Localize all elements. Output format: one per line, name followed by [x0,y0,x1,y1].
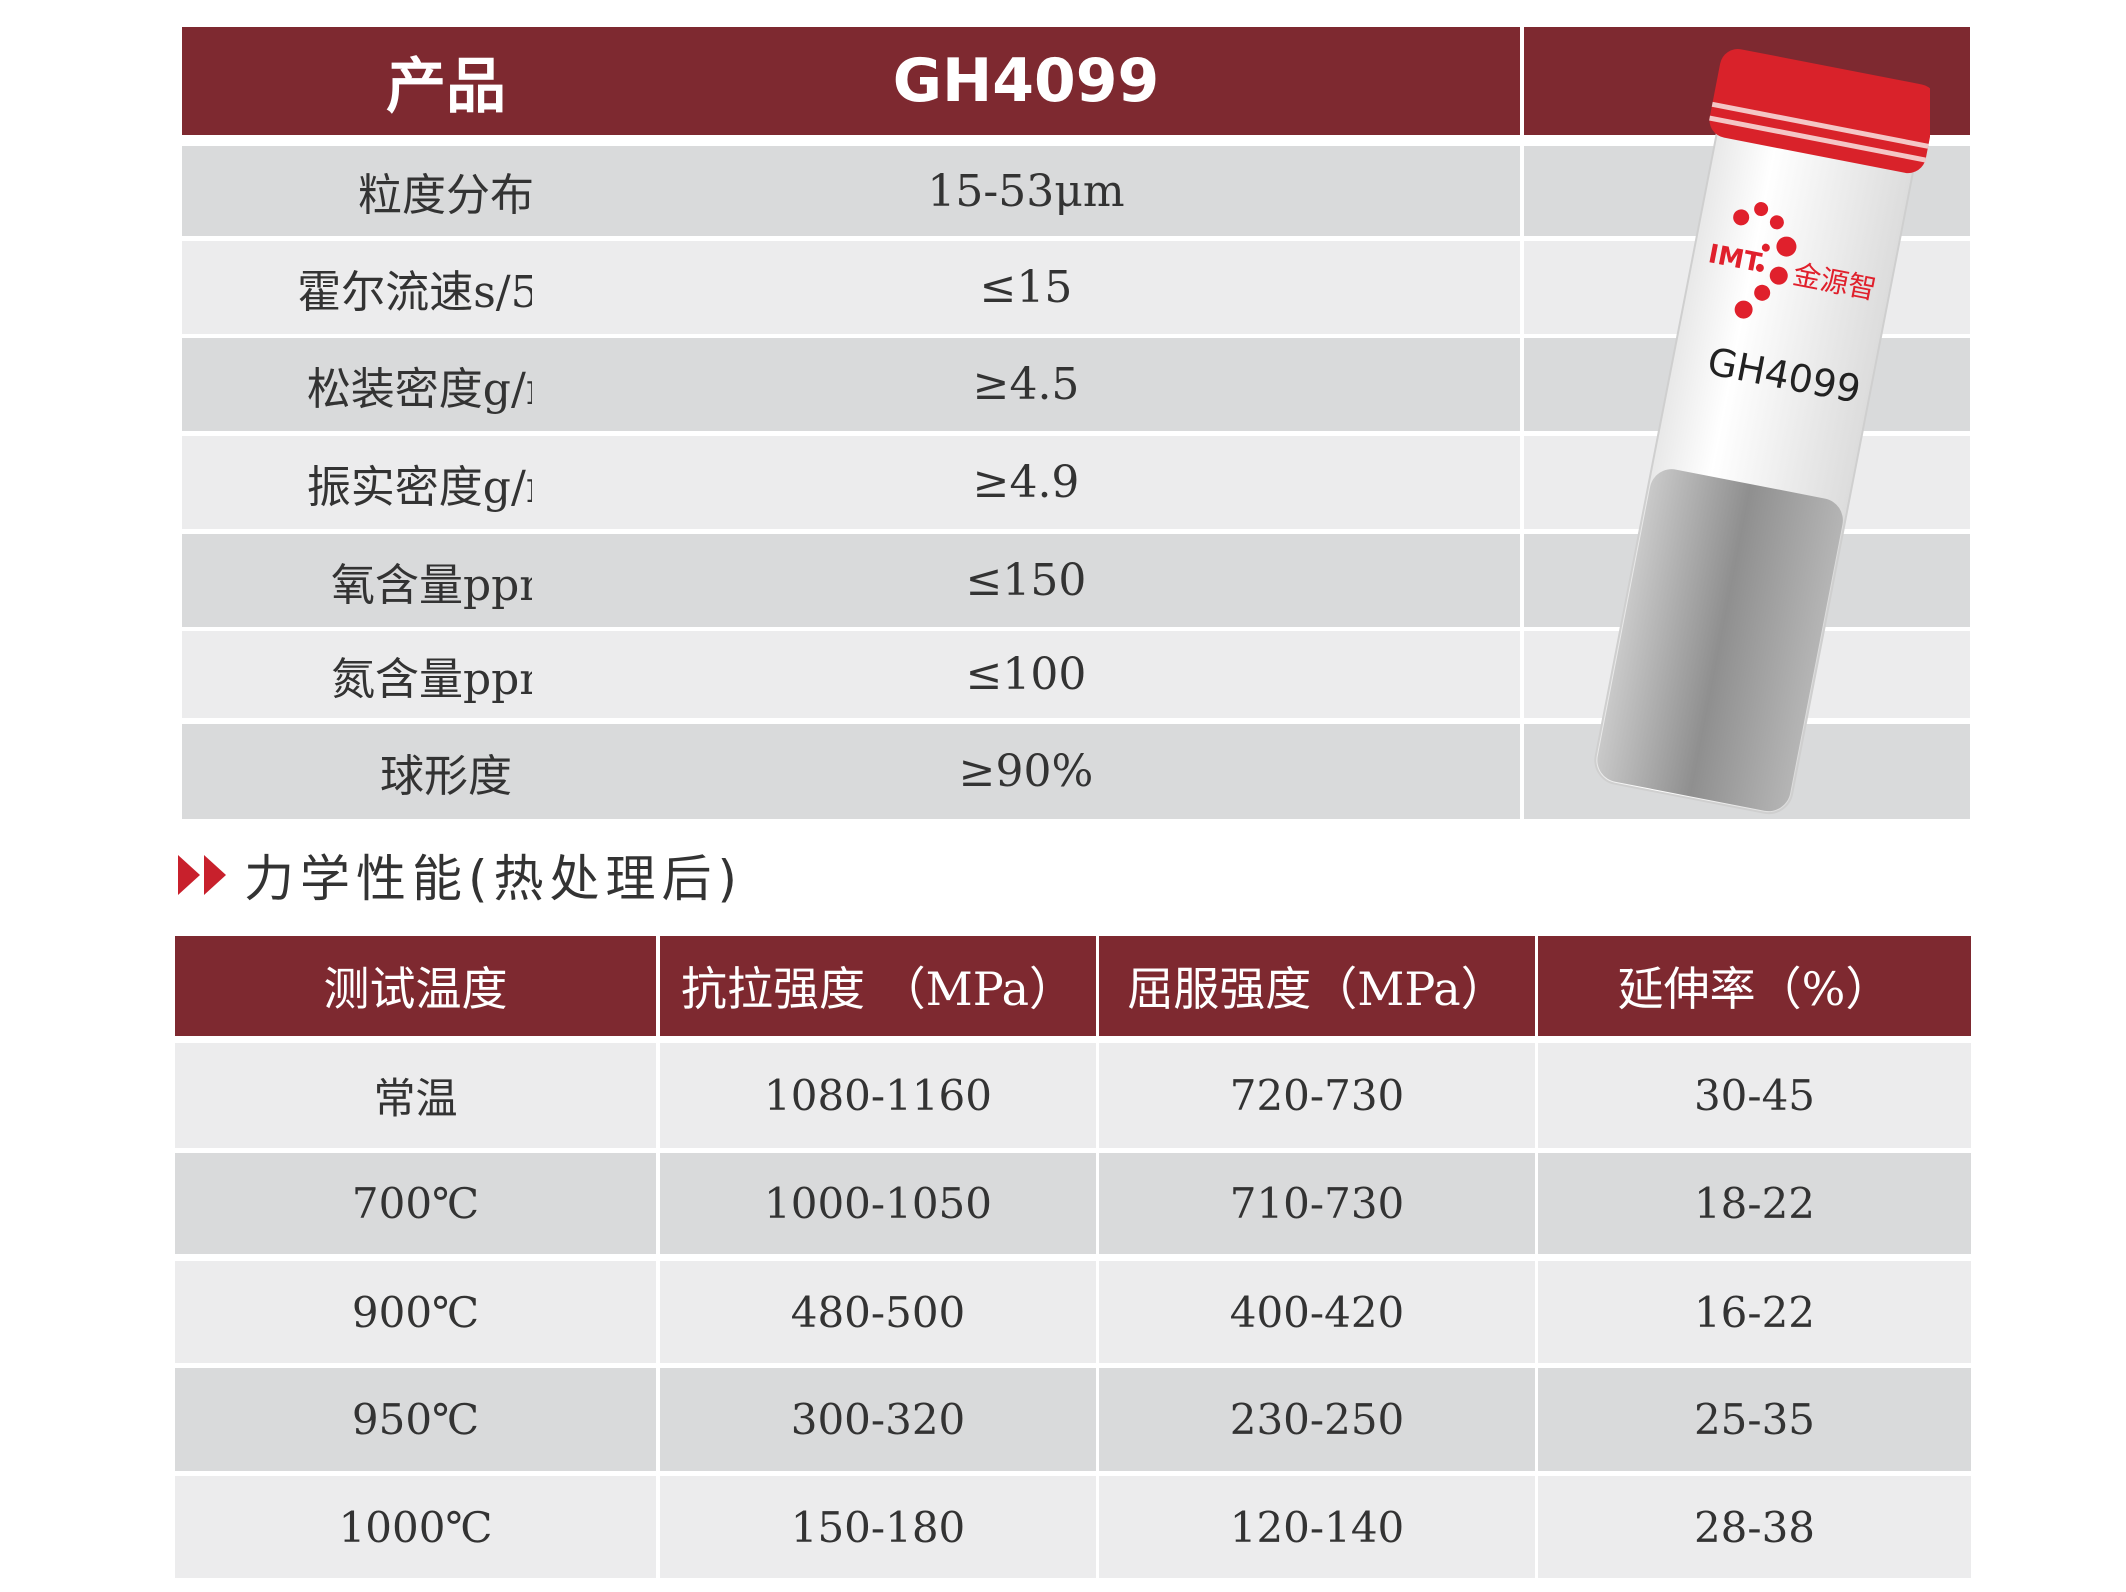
table-cell: 1000-1050 [660,1153,1096,1254]
table-cell: 720-730 [1099,1043,1535,1148]
table-cell: 480-500 [660,1261,1096,1363]
property-label-text: 粒度分布 [358,170,534,221]
table-cell-text: 710-730 [1229,1179,1405,1228]
table-cell-text: 950℃ [351,1395,480,1444]
table-cell: 230-250 [1099,1368,1535,1471]
property-label-text: 氮含量ppm [330,653,562,705]
table-cell-text: 25-35 [1693,1395,1816,1444]
column-header-text: 延伸率（%） [1617,962,1892,1016]
table-cell-text: 400-420 [1229,1287,1405,1337]
column-header-text: 抗拉强度 （MPa） [680,962,1076,1016]
column-header: 抗拉强度 （MPa） [660,936,1096,1036]
double-arrow-icon [178,855,226,895]
table-cell-text: 150-180 [790,1502,966,1552]
property-value-text: ≥90% [958,746,1094,797]
section-title: 力学性能(热处理后) [244,850,744,908]
table-cell: 700℃ [175,1153,656,1254]
table-cell: 1080-1160 [660,1043,1096,1148]
table-cell: 1000℃ [175,1476,656,1578]
table-cell: 16-22 [1538,1261,1971,1363]
table-cell-text: 30-45 [1693,1071,1816,1120]
table-cell-text: 720-730 [1229,1071,1405,1120]
section-heading: 力学性能(热处理后) [178,840,743,910]
property-value: 15-53μm [532,146,1520,236]
table-cell: 30-45 [1538,1043,1971,1148]
table-cell: 28-38 [1538,1476,1971,1578]
table-cell: 120-140 [1099,1476,1535,1578]
property-label: 振实密度g/m³ [182,436,710,529]
table-cell-text: 300-320 [790,1395,966,1444]
table-cell-text: 1080-1160 [764,1071,992,1120]
table-cell: 150-180 [660,1476,1096,1578]
property-value-text: ≤100 [965,649,1087,700]
table-cell: 900℃ [175,1261,656,1363]
header-product-value: GH4099 [532,27,1520,135]
property-value-text: 15-53μm [927,165,1125,217]
table-cell-text: 700℃ [351,1179,480,1228]
table-cell-text: 1000-1050 [764,1179,992,1228]
property-value: ≤15 [532,241,1520,334]
product-bottle-image: IMT 金源智 GH4099 [1590,45,1937,825]
column-header: 测试温度 [175,936,656,1036]
table-cell: 25-35 [1538,1368,1971,1471]
property-label-text: 球形度 [380,750,512,802]
property-value: ≥90% [532,724,1520,819]
table-cell-text: 常温 [373,1074,458,1123]
property-value-text: ≥4.5 [972,359,1080,410]
column-header: 屈服强度（MPa） [1099,936,1535,1036]
property-value: ≥4.9 [532,436,1520,529]
header-product-label-text: 产品 [386,51,506,122]
table-cell-text: 230-250 [1229,1395,1405,1444]
table-cell-text: 120-140 [1229,1502,1405,1552]
header-product-value-text: GH4099 [892,46,1160,116]
table-cell-text: 480-500 [790,1287,966,1337]
table-cell: 400-420 [1099,1261,1535,1363]
property-value: ≤150 [532,534,1520,627]
table-cell-text: 1000℃ [338,1502,493,1552]
column-header-text: 屈服强度（MPa） [1127,962,1507,1016]
table-cell: 950℃ [175,1368,656,1471]
property-value-text: ≤150 [965,555,1087,606]
table-cell: 300-320 [660,1368,1096,1471]
table-cell-text: 16-22 [1693,1287,1816,1337]
table-cell: 710-730 [1099,1153,1535,1254]
property-value-text: ≥4.9 [972,457,1080,508]
table-cell-text: 18-22 [1693,1179,1816,1228]
column-header-text: 测试温度 [323,962,508,1016]
table-cell-text: 900℃ [351,1287,480,1337]
property-value-text: ≤15 [979,262,1073,313]
property-value: ≥4.5 [532,338,1520,431]
property-value: ≤100 [532,631,1520,718]
table-cell: 常温 [175,1043,656,1148]
column-header: 延伸率（%） [1538,936,1971,1036]
table-cell: 18-22 [1538,1153,1971,1254]
table-cell-text: 28-38 [1693,1502,1816,1552]
property-label-text: 氧含量ppm [330,559,562,611]
